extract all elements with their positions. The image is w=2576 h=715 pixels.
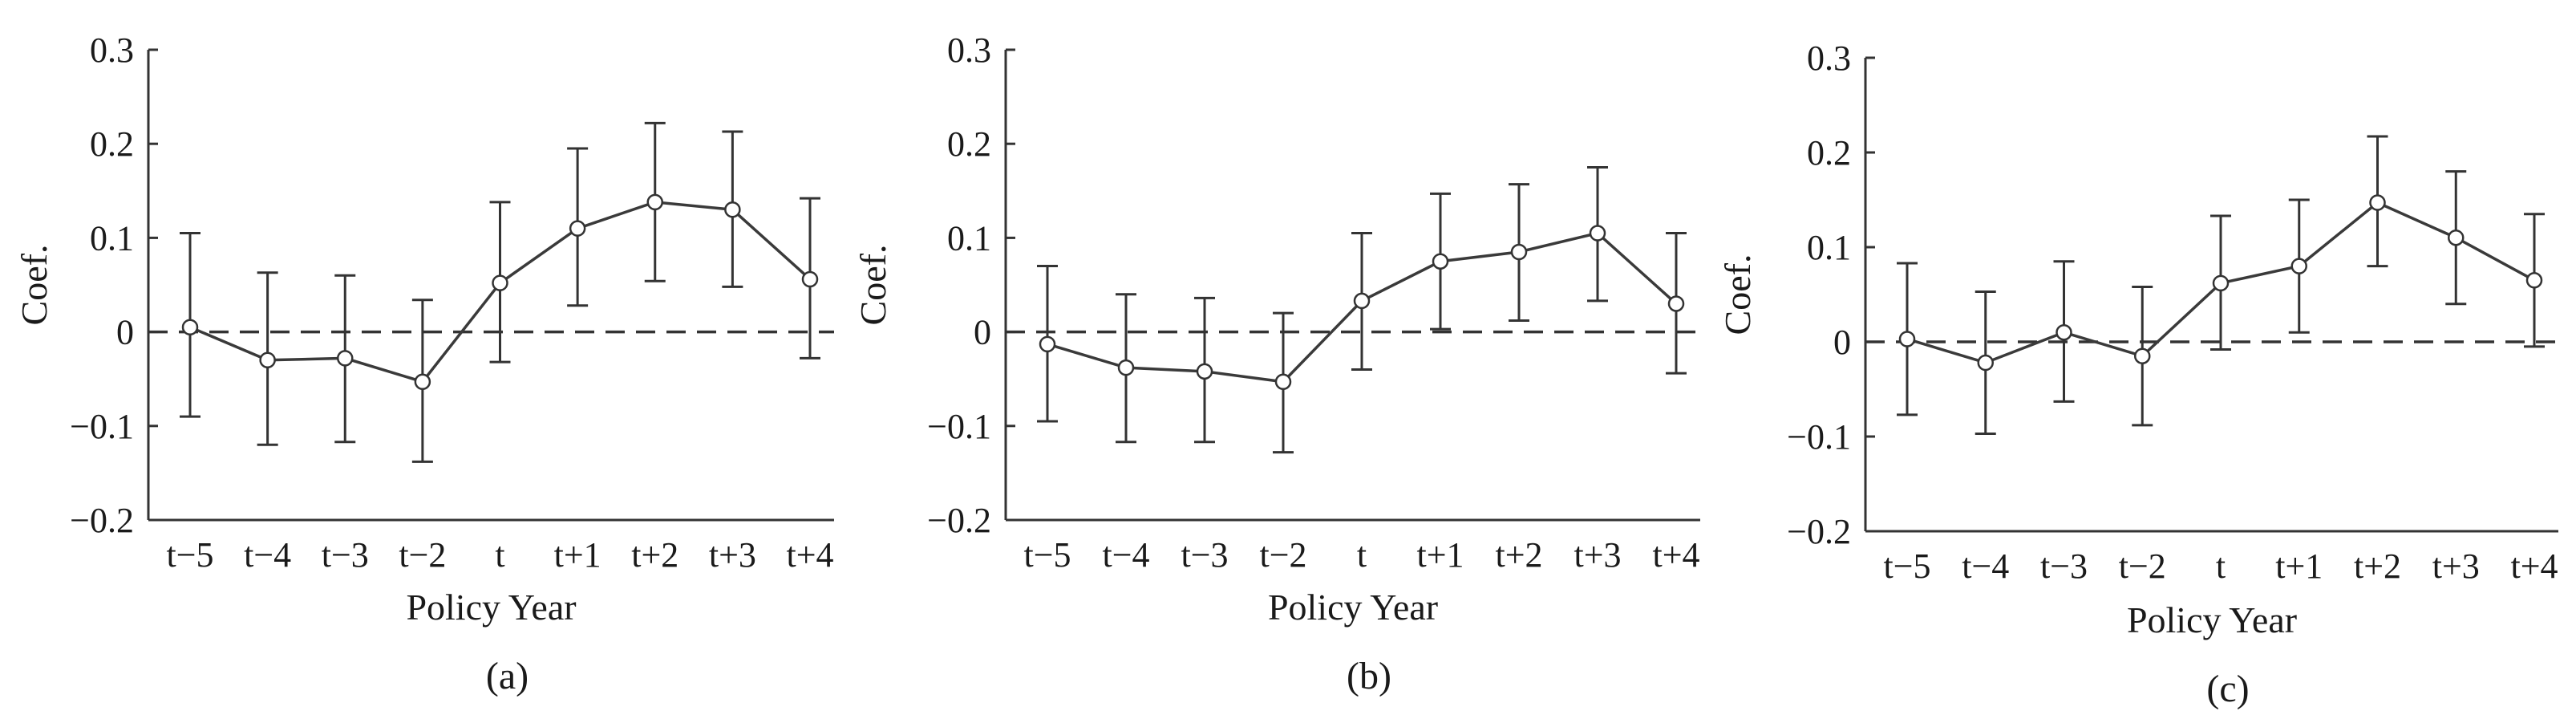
y-tick-label: 0	[116, 313, 134, 352]
data-point	[2056, 323, 2072, 341]
x-tick-label: t+3	[2432, 546, 2480, 586]
x-tick-label: t−3	[322, 535, 369, 575]
x-tick-label: t	[2216, 546, 2226, 586]
data-point	[569, 220, 586, 237]
x-tick-label: t+4	[1652, 535, 1699, 575]
x-tick-label: t+1	[1416, 535, 1464, 575]
data-point	[1274, 373, 1292, 390]
data-point	[1117, 359, 1135, 376]
y-tick-label: 0.1	[947, 218, 991, 258]
data-point	[1196, 363, 1213, 380]
x-tick-label: t	[495, 535, 504, 575]
x-tick-label: t−4	[244, 535, 291, 575]
data-point	[1667, 295, 1685, 312]
x-axis-title: Policy Year	[1268, 587, 1438, 628]
data-point	[2212, 274, 2230, 292]
y-tick-label: 0.2	[1807, 133, 1851, 173]
x-axis-title: Policy Year	[406, 587, 576, 628]
data-point	[1353, 292, 1371, 310]
y-tick-label: −0.1	[927, 407, 991, 446]
y-tick-label: 0	[1833, 323, 1851, 362]
x-tick-label: t+4	[2510, 546, 2558, 586]
x-tick-label: t−5	[1883, 546, 1930, 586]
x-tick-label: t	[1357, 535, 1367, 575]
chart-panel-1: 0.3 0.2 0.1 0 −0.1 −0.2 t−5 t−4 t−3 t−2 t t+1 t+2 t+3…	[14, 30, 834, 697]
panel-label: (a)	[486, 655, 529, 697]
x-tick-label: t+1	[554, 535, 601, 575]
y-tick-label: 0.1	[1807, 228, 1851, 267]
chart-panel-3: 0.3 0.2 0.1 0 −0.1 −0.2 t−5 t−4 t−3 t−2 t t+1 t+2 t+3…	[1717, 39, 2558, 710]
x-tick-label: t−4	[1962, 546, 2009, 586]
data-point	[1039, 335, 1056, 353]
x-tick-label: t−3	[1181, 535, 1228, 575]
data-point	[2525, 272, 2543, 289]
x-tick-label: t+1	[2275, 546, 2323, 586]
y-tick-label: −0.2	[927, 501, 991, 540]
y-tick-label: −0.2	[70, 501, 134, 540]
y-tick-label: −0.2	[1787, 512, 1851, 551]
data-point	[1589, 225, 1606, 242]
data-point	[646, 193, 663, 211]
y-tick-label: 0.2	[90, 124, 134, 164]
x-tick-label: t+2	[631, 535, 678, 575]
y-tick-label: 0.3	[1807, 39, 1851, 78]
y-tick-label: −0.1	[70, 407, 134, 446]
x-tick-label: t+3	[1574, 535, 1621, 575]
x-tick-label: t+2	[1495, 535, 1542, 575]
y-tick-label: 0.3	[90, 30, 134, 70]
y-tick-label: 0.2	[947, 124, 991, 164]
y-tick-label: 0.1	[90, 218, 134, 258]
data-point	[2134, 347, 2151, 364]
panel-label: (b)	[1347, 655, 1391, 697]
x-axis-title: Policy Year	[2127, 599, 2297, 640]
data-point	[1510, 243, 1528, 261]
x-tick-label: t+3	[709, 535, 756, 575]
x-tick-label: t−3	[2040, 546, 2088, 586]
y-axis-title: Coef.	[14, 245, 55, 326]
data-point	[1432, 253, 1449, 270]
x-tick-label: t−2	[399, 535, 446, 575]
x-tick-label: t−2	[1259, 535, 1306, 575]
data-point	[492, 274, 508, 291]
x-tick-label: t−5	[1023, 535, 1071, 575]
data-point	[801, 270, 819, 288]
x-tick-label: t+2	[2354, 546, 2401, 586]
y-tick-label: 0.3	[947, 30, 991, 70]
x-tick-label: t+4	[786, 535, 833, 575]
y-axis-title: Coef.	[853, 245, 893, 326]
data-point	[1977, 354, 1994, 372]
data-point	[414, 373, 431, 390]
x-tick-label: t−4	[1102, 535, 1149, 575]
data-point	[724, 201, 741, 218]
data-point	[1898, 331, 1916, 347]
panel-label: (c)	[2206, 668, 2249, 710]
x-tick-label: t−5	[166, 535, 213, 575]
data-point	[2448, 229, 2465, 246]
y-axis-title: Coef.	[1717, 254, 1758, 335]
x-tick-label: t−2	[2119, 546, 2166, 586]
data-point	[2369, 194, 2386, 211]
chart-panel-2: 0.3 0.2 0.1 0 −0.1 −0.2 t−5 t−4 t−3 t−2 t t+1 t+2 t+3…	[853, 30, 1700, 697]
data-point	[259, 351, 276, 369]
data-point	[2290, 258, 2307, 274]
data-point	[337, 350, 354, 367]
y-tick-label: −0.1	[1787, 417, 1851, 457]
y-tick-label: 0	[974, 313, 991, 352]
data-point	[181, 319, 199, 335]
